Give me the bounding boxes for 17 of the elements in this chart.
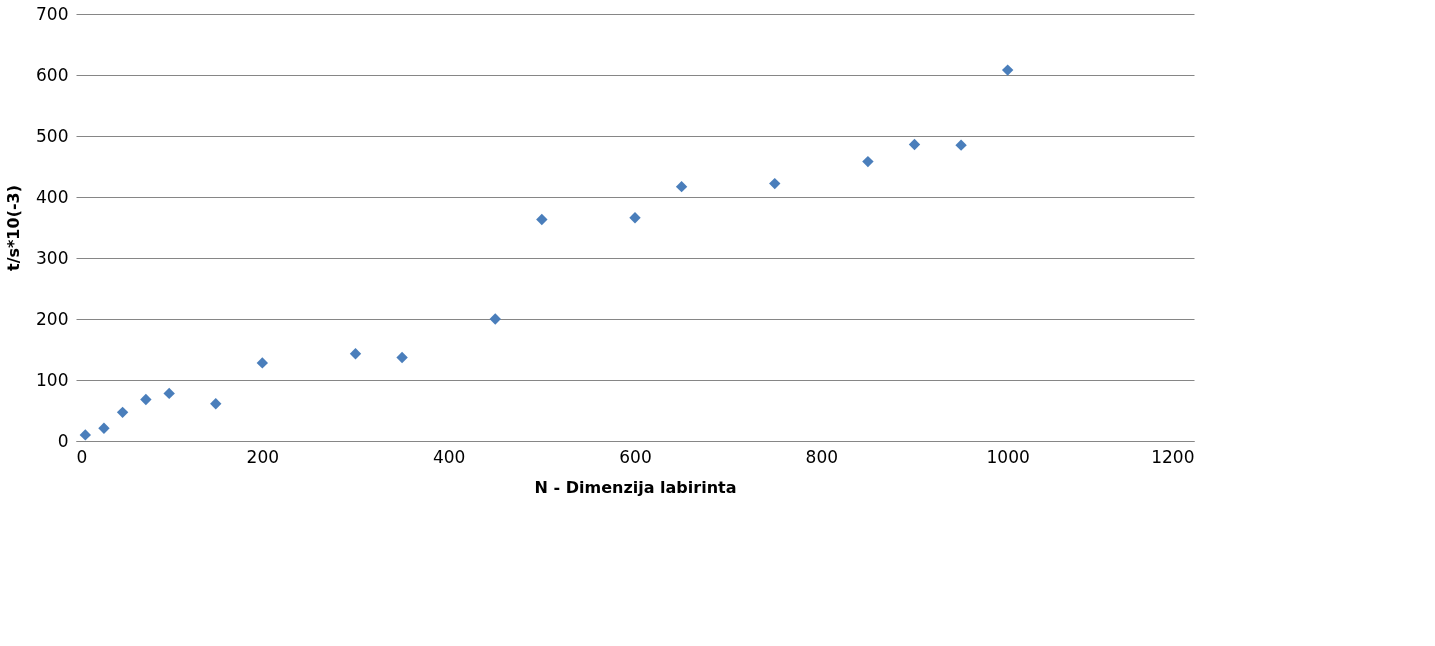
x-tick-label: 1000 — [986, 446, 1030, 467]
x-tick-label: 1200 — [1151, 446, 1195, 467]
x-tick-label: 800 — [805, 446, 839, 467]
x-tick-label: 600 — [619, 446, 652, 467]
y-tick-label: 700 — [36, 3, 69, 24]
y-tick-label: 300 — [36, 247, 69, 268]
x-tick-label: 200 — [246, 446, 280, 467]
x-axis-title: N - Dimenzija labirinta — [534, 477, 737, 497]
y-tick-label: 200 — [36, 308, 69, 329]
y-tick-label: 100 — [36, 369, 69, 390]
y-tick-label: 0 — [57, 430, 69, 451]
y-tick-label: 400 — [36, 186, 69, 207]
x-tick-label: 400 — [432, 446, 466, 467]
x-tick-label: 0 — [76, 446, 88, 467]
y-tick-label: 600 — [36, 64, 69, 85]
y-tick-label: 500 — [36, 125, 69, 146]
y-axis-title: t/s*10(-3) — [4, 184, 24, 272]
